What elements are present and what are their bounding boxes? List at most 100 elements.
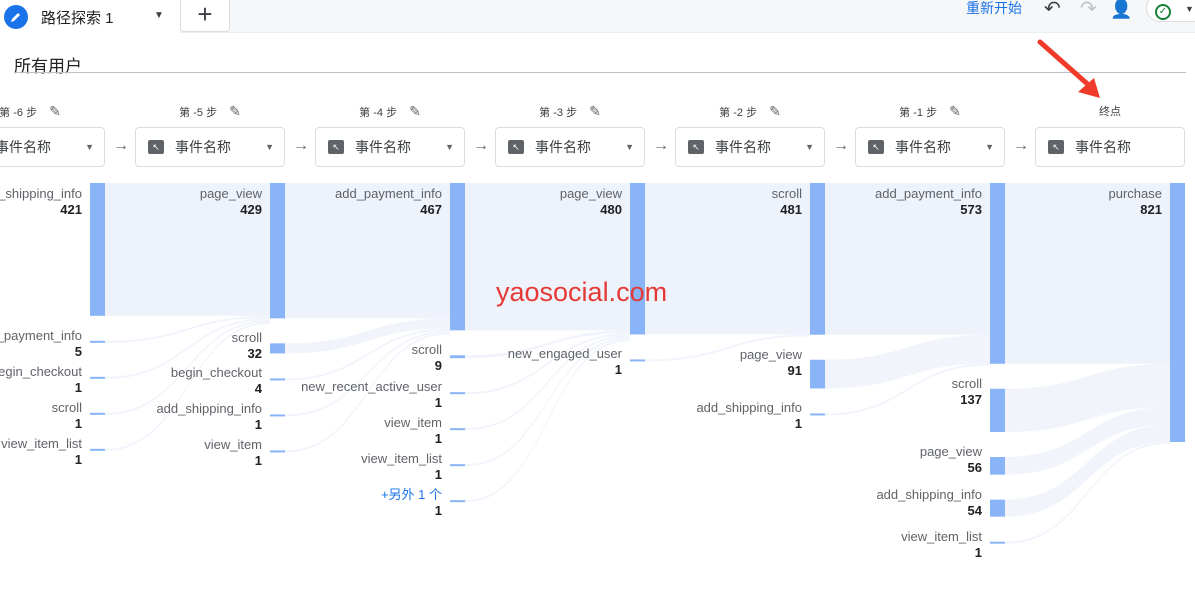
node-value: 9 (434, 358, 442, 374)
sankey-node[interactable] (630, 183, 645, 335)
sankey-node[interactable] (990, 388, 1005, 432)
step-event-selector[interactable]: ↖事件名称▼ (495, 127, 645, 167)
sankey-node[interactable] (450, 500, 465, 503)
flow-link (1005, 441, 1170, 544)
edit-pencil-icon[interactable]: ✎ (49, 103, 61, 119)
node-value: 1 (74, 451, 82, 467)
sankey-node[interactable] (90, 448, 105, 451)
node-name: add_payment_info (875, 186, 982, 201)
flow-link (465, 335, 630, 431)
node-label: scroll 481 (542, 186, 802, 218)
sankey-node[interactable] (990, 456, 1005, 475)
sankey-node[interactable] (270, 183, 285, 319)
step-header: 第 -2 步 ✎ (675, 103, 825, 120)
sankey-node[interactable] (270, 343, 285, 354)
sankey-node[interactable] (450, 392, 465, 395)
cursor-icon: ↖ (1048, 140, 1064, 154)
flow-link (285, 183, 450, 319)
node-name: begin_checkout (0, 363, 82, 379)
dropdown-arrow-icon: ▼ (265, 142, 274, 152)
sankey-node[interactable] (450, 428, 465, 431)
sankey-node[interactable] (270, 378, 285, 381)
sankey-node[interactable] (90, 183, 105, 316)
arrow-right-icon: → (833, 137, 849, 154)
node-name: page_view (559, 186, 622, 201)
event-type-label: 事件名称 (895, 139, 951, 155)
node-name: page_view (919, 443, 982, 459)
sankey-node[interactable] (270, 450, 285, 453)
person-add-icon[interactable]: 👤 (1110, 0, 1133, 19)
flow-link (1005, 363, 1170, 432)
cursor-icon: ↖ (868, 140, 884, 154)
dropdown-arrow-icon: ▼ (805, 142, 814, 152)
edit-pencil-icon[interactable]: ✎ (589, 103, 601, 119)
node-value: 421 (60, 202, 82, 217)
sankey-node[interactable] (1170, 183, 1185, 442)
step-header: 第 -1 步 ✎ (855, 103, 1005, 120)
sankey-node[interactable] (450, 464, 465, 467)
node-label: add_shipping_info 1 (2, 401, 262, 433)
step-header: 终点 (1035, 103, 1185, 119)
node-name: add_shipping_info (696, 400, 802, 416)
node-name: begin_checkout (170, 365, 262, 381)
node-value: 1 (74, 379, 82, 395)
sankey-node[interactable] (90, 412, 105, 415)
node-label: add_payment_info 467 (182, 186, 442, 218)
node-name: view_item (204, 437, 262, 453)
edit-pencil-icon[interactable]: ✎ (769, 103, 781, 119)
step-label: 第 -5 步 (179, 107, 218, 119)
step-event-selector[interactable]: ↖事件名称▼ (315, 127, 465, 167)
edit-pencil-icon[interactable] (4, 5, 28, 29)
node-name: view_item_list (361, 451, 442, 467)
add-tab-button[interactable]: + (180, 0, 230, 32)
step-event-selector[interactable]: ↖事件名称▼ (0, 127, 105, 167)
edit-pencil-icon[interactable]: ✎ (409, 103, 421, 119)
sankey-node[interactable] (90, 340, 105, 343)
flow-link (465, 339, 630, 503)
redo-icon[interactable]: ↷ (1080, 0, 1097, 20)
node-value: 1 (614, 362, 622, 378)
sankey-node[interactable] (810, 183, 825, 335)
node-value: 1 (434, 431, 442, 447)
node-name: add_payment_info (335, 186, 442, 201)
sankey-node[interactable] (270, 414, 285, 417)
node-label: scroll 1 (0, 400, 82, 432)
undo-icon[interactable]: ↶ (1044, 0, 1061, 20)
step-event-selector[interactable]: ↖ 事件名称 (1035, 127, 1185, 167)
edit-pencil-icon[interactable]: ✎ (229, 103, 241, 119)
tab-dropdown-icon[interactable]: ▼ (154, 10, 164, 21)
flow-link (105, 183, 270, 316)
sankey-node[interactable] (990, 499, 1005, 517)
sankey-node[interactable] (810, 359, 825, 389)
dropdown-arrow-icon: ▼ (985, 142, 994, 152)
arrow-right-icon: → (113, 137, 129, 154)
step-label: 第 -2 步 (719, 107, 758, 119)
node-name: scroll (951, 375, 982, 391)
step-event-selector[interactable]: ↖事件名称▼ (135, 127, 285, 167)
step-event-selector[interactable]: ↖ 事件名称 ▼ (855, 127, 1005, 167)
step-header: 第 -5 步 ✎ (135, 103, 285, 120)
sankey-node[interactable] (90, 376, 105, 379)
node-name: purchase (1108, 186, 1162, 201)
node-value: 1 (794, 416, 802, 432)
tab-exploration[interactable]: 路径探索 1 ▼ (0, 0, 180, 34)
sankey-node[interactable] (810, 413, 825, 416)
node-value: 1 (254, 417, 262, 433)
cursor-icon: ↖ (148, 140, 164, 154)
sankey-node[interactable] (630, 359, 645, 362)
sankey-node[interactable] (450, 183, 465, 331)
node-name: scroll (411, 342, 442, 358)
node-label: new_recent_active_user 1 (182, 379, 442, 411)
flow-link (105, 317, 270, 379)
sankey-node[interactable] (990, 183, 1005, 364)
sankey-node[interactable] (990, 541, 1005, 544)
edit-pencil-icon[interactable]: ✎ (949, 103, 961, 119)
status-menu[interactable]: ✓ ▼ (1146, 0, 1195, 22)
sankey-node[interactable] (450, 355, 465, 359)
node-label: purchase 821 (902, 186, 1162, 218)
node-value: 1 (434, 467, 442, 483)
step-event-selector[interactable]: ↖事件名称▼ (675, 127, 825, 167)
restart-button[interactable]: 重新开始 (966, 0, 1022, 16)
node-value: 1 (434, 503, 442, 519)
